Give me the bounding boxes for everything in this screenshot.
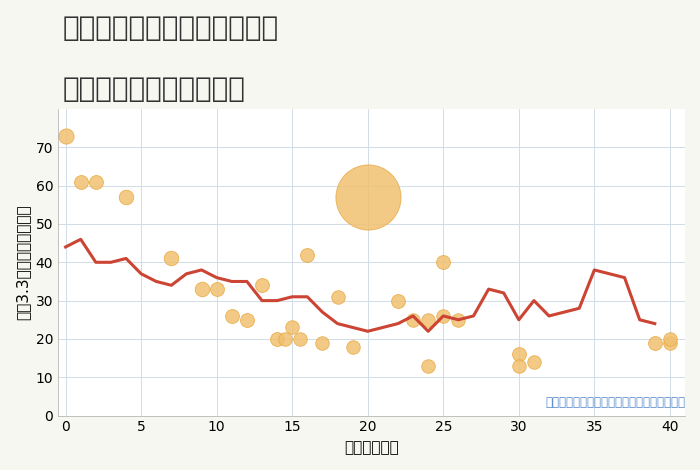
Point xyxy=(438,312,449,320)
Point xyxy=(362,193,373,201)
Point xyxy=(407,316,419,323)
Point xyxy=(120,193,132,201)
Point xyxy=(90,178,101,186)
Point xyxy=(423,316,434,323)
X-axis label: 築年数（年）: 築年数（年） xyxy=(344,440,399,455)
Point xyxy=(196,285,207,293)
Point xyxy=(393,297,404,305)
Point xyxy=(279,335,290,343)
Point xyxy=(528,358,540,366)
Point xyxy=(423,362,434,369)
Point xyxy=(347,343,358,350)
Point xyxy=(60,132,71,140)
Point xyxy=(332,293,343,300)
Point xyxy=(302,251,313,258)
Point xyxy=(664,335,676,343)
Point xyxy=(286,324,297,331)
Point xyxy=(75,178,86,186)
Point xyxy=(317,339,328,346)
Text: 築年数別中古戸建て価格: 築年数別中古戸建て価格 xyxy=(63,75,246,103)
Point xyxy=(272,335,283,343)
Point xyxy=(166,255,177,262)
Point xyxy=(513,351,524,358)
Point xyxy=(294,335,305,343)
Text: 埼玉県比企郡吉見町北下砂の: 埼玉県比企郡吉見町北下砂の xyxy=(63,14,279,42)
Y-axis label: 平（3.3㎡）単価（万円）: 平（3.3㎡）単価（万円） xyxy=(15,204,30,320)
Point xyxy=(664,339,676,346)
Point xyxy=(226,312,237,320)
Point xyxy=(649,339,660,346)
Point xyxy=(211,285,223,293)
Point xyxy=(241,316,253,323)
Point xyxy=(453,316,464,323)
Point xyxy=(513,362,524,369)
Point xyxy=(256,282,267,289)
Text: 円の大きさは、取引のあった物件面積を示す: 円の大きさは、取引のあった物件面積を示す xyxy=(545,397,685,409)
Point xyxy=(438,258,449,266)
